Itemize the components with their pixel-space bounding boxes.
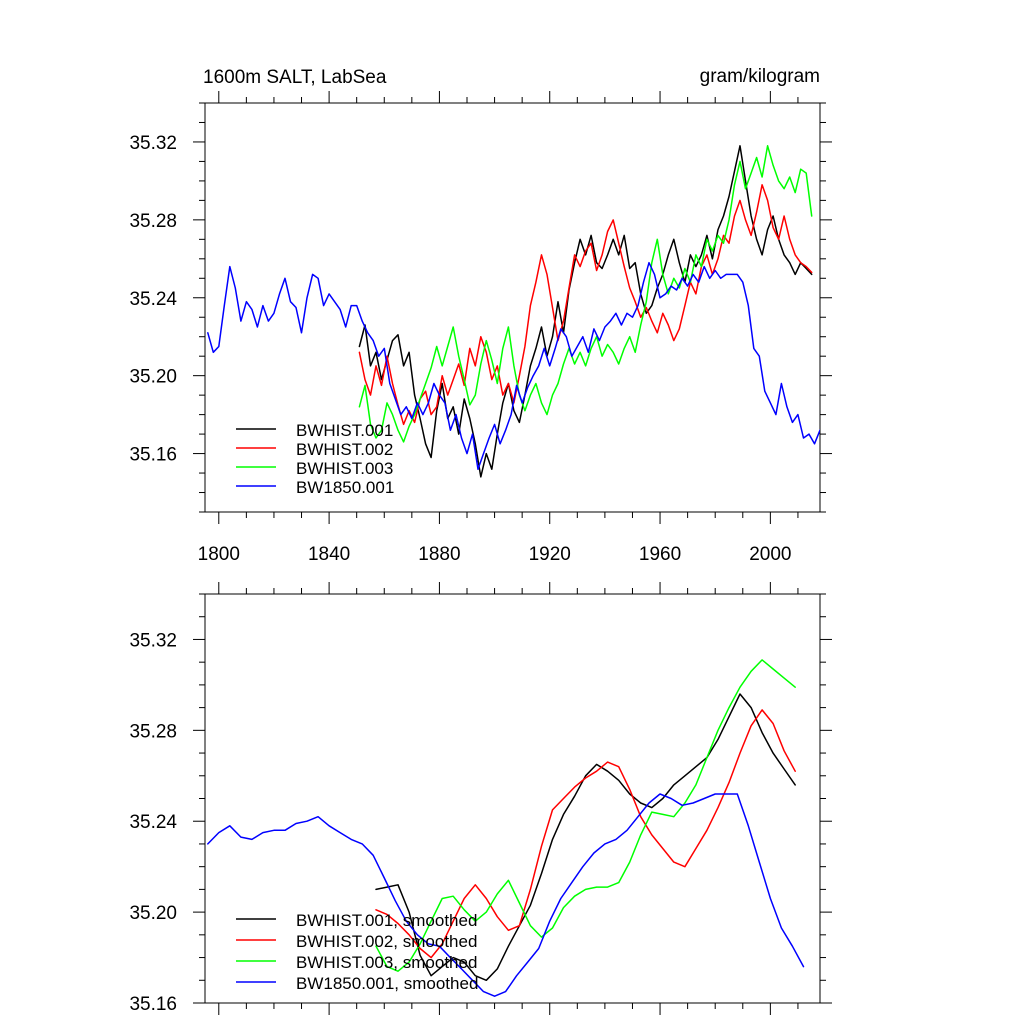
y-tick-label: 35.28 xyxy=(129,721,177,742)
chart-units: gram/kilogram xyxy=(700,66,820,87)
series-line-bwhist-001 xyxy=(358,145,813,478)
series-line-bw1850-001 xyxy=(207,261,820,470)
y-tick-label: 35.32 xyxy=(129,133,177,154)
legend-label: BWHIST.003 xyxy=(296,459,393,478)
y-tick-label: 35.20 xyxy=(129,903,177,924)
y-tick-label: 35.28 xyxy=(129,211,177,232)
legend-label: BW1850.001, smoothed xyxy=(296,974,478,993)
legend: BWHIST.001, smoothed BWHIST.002, smoothed… xyxy=(236,911,478,993)
series-line-bwhist-003 xyxy=(358,145,813,443)
y-tick-label: 35.20 xyxy=(129,367,177,388)
series-line-bwhist-002 xyxy=(358,184,813,426)
x-tick-label: 2000 xyxy=(749,544,791,565)
series-line-bwhist-003-smoothed xyxy=(375,659,796,972)
y-tick-label: 35.32 xyxy=(129,630,177,651)
y-tick-label: 35.16 xyxy=(129,994,177,1015)
x-tick-label: 1800 xyxy=(198,544,240,565)
x-tick-label: 1920 xyxy=(529,544,571,565)
y-tick-label: 35.24 xyxy=(129,812,177,833)
series-line-bwhist-001-smoothed xyxy=(375,693,796,982)
x-tick-label: 1840 xyxy=(308,544,350,565)
y-tick-label: 35.24 xyxy=(129,289,177,310)
chart-panels: 35.16 35.20 35.24 35.28 35.32 1800 1840 1880 192… xyxy=(129,91,832,1015)
legend-label: BWHIST.001, smoothed xyxy=(296,911,477,930)
series-group xyxy=(207,145,820,478)
legend-label: BWHIST.002, smoothed xyxy=(296,932,477,951)
chart-title: 1600m SALT, LabSea xyxy=(203,67,387,88)
series-line-bw1850-001-smoothed xyxy=(207,793,805,997)
legend-label: BWHIST.001 xyxy=(296,421,393,440)
x-tick-label: 1960 xyxy=(639,544,681,565)
series-group xyxy=(207,659,805,997)
legend-label: BWHIST.002 xyxy=(296,440,393,459)
y-tick-label: 35.16 xyxy=(129,445,177,466)
legend-label: BW1850.001 xyxy=(296,478,394,497)
plot-frame xyxy=(204,102,821,513)
legend-label: BWHIST.003, smoothed xyxy=(296,953,477,972)
series-line-bwhist-002-smoothed xyxy=(375,709,796,959)
x-tick-label: 1880 xyxy=(418,544,460,565)
chart-panel-2: 35.16 35.20 35.24 35.28 35.32 BWHIST.001, smo… xyxy=(129,582,832,1015)
chart-panel-1: 35.16 35.20 35.24 35.28 35.32 1800 1840 1880 192… xyxy=(129,91,832,565)
